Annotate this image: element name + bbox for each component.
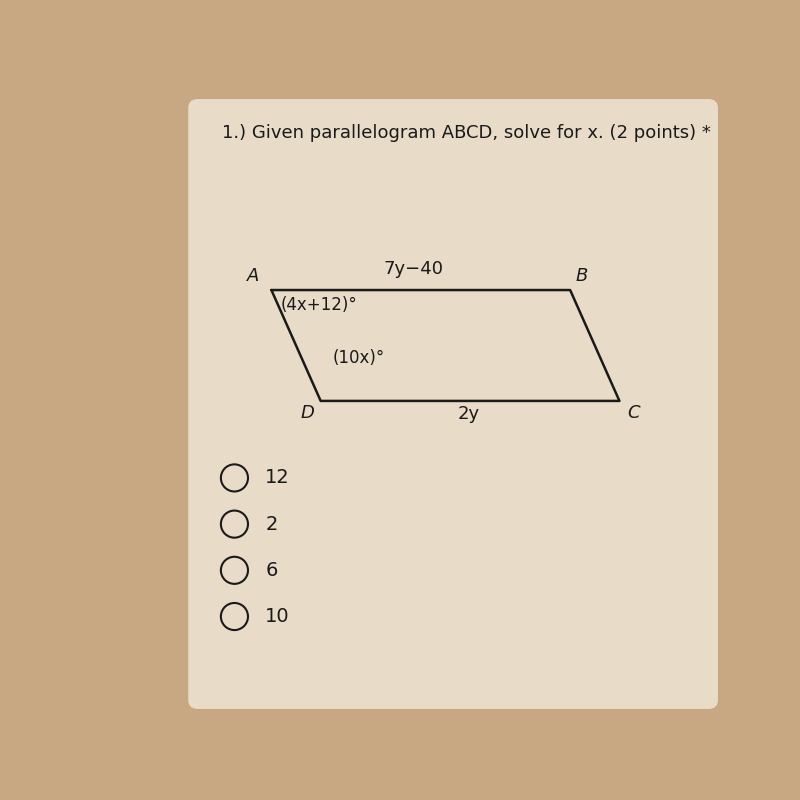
Text: 2: 2: [266, 514, 278, 534]
Text: (4x+12)°: (4x+12)°: [281, 296, 358, 314]
Text: C: C: [627, 404, 639, 422]
Text: D: D: [301, 404, 314, 422]
Text: 7y−40: 7y−40: [383, 260, 443, 278]
FancyBboxPatch shape: [188, 99, 718, 709]
Text: 10: 10: [266, 607, 290, 626]
Text: A: A: [246, 267, 259, 285]
Text: 2y: 2y: [458, 406, 479, 423]
Text: 6: 6: [266, 561, 278, 580]
Text: (10x)°: (10x)°: [333, 349, 386, 366]
Text: 1.) Given parallelogram ABCD, solve for x. (2 points) *: 1.) Given parallelogram ABCD, solve for …: [222, 124, 711, 142]
Text: B: B: [575, 267, 587, 285]
Text: 12: 12: [266, 469, 290, 487]
